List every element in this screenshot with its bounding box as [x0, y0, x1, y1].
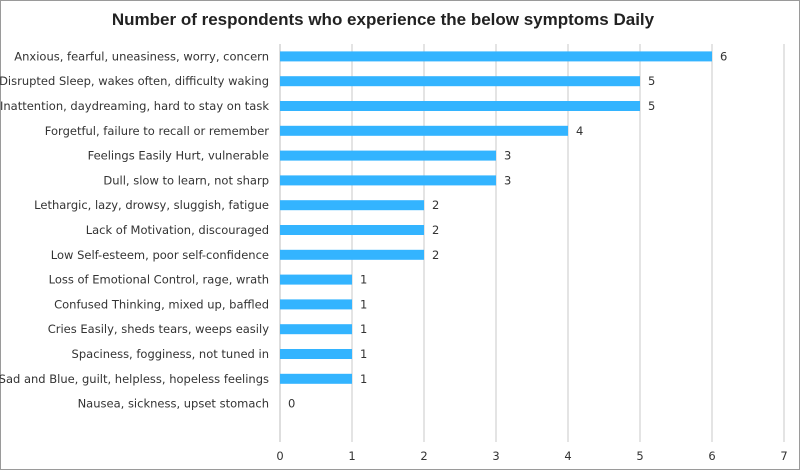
- x-tick-label: 7: [780, 449, 787, 463]
- category-label: Dull, slow to learn, not sharp: [103, 173, 269, 187]
- category-label: Sad and Blue, guilt, helpless, hopeless …: [0, 372, 269, 386]
- x-tick-label: 2: [420, 449, 427, 463]
- data-label: 1: [360, 297, 367, 311]
- data-label: 5: [648, 74, 655, 88]
- bar: [280, 150, 496, 161]
- data-label: 2: [432, 248, 439, 262]
- bar: [280, 200, 424, 211]
- bar: [280, 324, 352, 335]
- category-label: Spaciness, fogginess, not tuned in: [72, 347, 269, 361]
- category-label: Low Self-esteem, poor self-confidence: [51, 248, 269, 262]
- category-label: Confused Thinking, mixed up, baffled: [54, 297, 269, 311]
- bar: [280, 51, 712, 62]
- bar: [280, 175, 496, 186]
- data-label: 3: [504, 149, 511, 163]
- bar: [280, 101, 640, 111]
- bar: [280, 299, 352, 310]
- category-label: Nausea, sickness, upset stomach: [78, 397, 269, 411]
- data-label: 0: [288, 397, 295, 411]
- x-tick-label: 6: [708, 449, 715, 463]
- x-tick-label: 1: [348, 449, 355, 463]
- bar: [280, 349, 352, 359]
- category-label: Inattention, daydreaming, hard to stay o…: [0, 99, 269, 113]
- x-tick-label: 4: [564, 449, 571, 463]
- category-label: Loss of Emotional Control, rage, wrath: [49, 273, 269, 287]
- data-label: 6: [720, 49, 727, 63]
- bar: [280, 373, 352, 384]
- category-label: Anxious, fearful, uneasiness, worry, con…: [14, 49, 269, 63]
- x-tick-label: 0: [276, 449, 283, 463]
- bar: [280, 225, 424, 235]
- data-label: 1: [360, 372, 367, 386]
- category-label: Lack of Motivation, discouraged: [86, 223, 269, 237]
- chart-title: Number of respondents who experience the…: [111, 10, 655, 29]
- data-label: 2: [432, 198, 439, 212]
- data-label: 1: [360, 347, 367, 361]
- bar: [280, 249, 424, 260]
- category-label: Forgetful, failure to recall or remember: [45, 124, 269, 138]
- bar: [280, 125, 568, 136]
- data-label: 1: [360, 273, 367, 287]
- x-tick-label: 3: [492, 449, 499, 463]
- category-label: Cries Easily, sheds tears, weeps easily: [48, 322, 269, 336]
- category-label: Feelings Easily Hurt, vulnerable: [88, 149, 269, 163]
- bar: [280, 76, 640, 87]
- category-label: Disrupted Sleep, wakes often, difficulty…: [0, 74, 269, 88]
- data-label: 4: [576, 124, 583, 138]
- bar: [280, 274, 352, 285]
- category-label: Lethargic, lazy, drowsy, sluggish, fatig…: [34, 198, 269, 212]
- x-tick-label: 5: [636, 449, 643, 463]
- data-label: 3: [504, 173, 511, 187]
- data-label: 5: [648, 99, 655, 113]
- data-label: 1: [360, 322, 367, 336]
- data-label: 2: [432, 223, 439, 237]
